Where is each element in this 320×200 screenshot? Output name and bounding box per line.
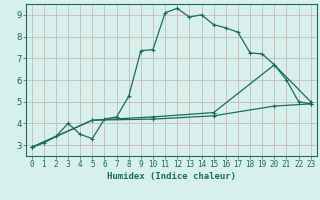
X-axis label: Humidex (Indice chaleur): Humidex (Indice chaleur) [107, 172, 236, 181]
